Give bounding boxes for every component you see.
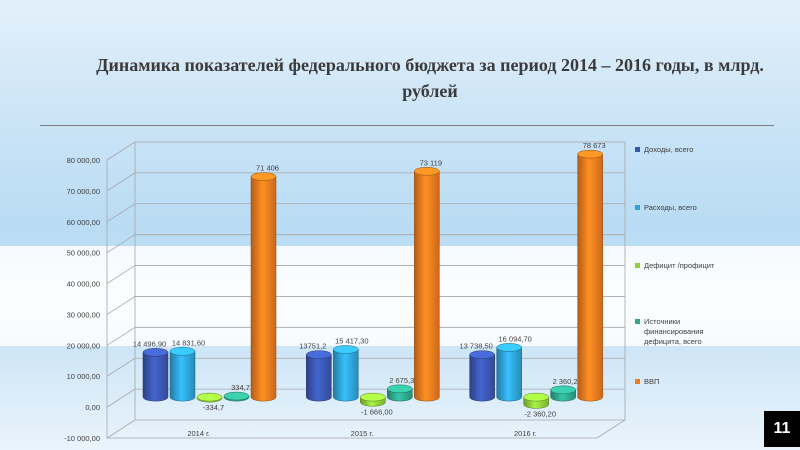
bar-cap	[250, 172, 277, 181]
floor-edge	[596, 419, 626, 439]
legend-label: Дефицит /профицит	[644, 261, 715, 270]
bar-cap	[306, 350, 332, 359]
y-tick-label: 0,00	[85, 403, 100, 412]
gridline-depth	[106, 265, 136, 284]
bar-body	[414, 171, 440, 402]
data-label: 2 360,20	[553, 377, 582, 386]
data-label: 73 119	[420, 158, 442, 167]
gridline-depth	[106, 172, 136, 192]
bar-cap	[196, 392, 223, 402]
gridline-depth	[106, 234, 136, 254]
data-label: 78 673	[583, 141, 606, 150]
gridlines	[106, 141, 626, 439]
data-label: 16 094,70	[498, 334, 531, 343]
legend-label-line: ВВП	[644, 377, 659, 386]
data-label: -334,7	[203, 403, 224, 412]
legend-label: Источники финансирования дефицита, всего	[644, 317, 704, 346]
legend-label-line: дефицита, всего	[644, 337, 702, 346]
gridline-depth	[106, 296, 136, 315]
legend-swatch	[635, 147, 640, 152]
y-tick-label: 50 000,00	[67, 249, 100, 258]
gridline-depth	[106, 357, 136, 377]
legend-swatch	[635, 205, 640, 210]
y-tick-label: -10 000,00	[64, 434, 100, 443]
bar-cap	[523, 392, 549, 402]
bar-cap	[414, 167, 440, 176]
y-tick-label: 70 000,00	[67, 187, 100, 196]
chart-frame: 80 000,00 70 000,00 60 000,00 50 000,00 40 0…	[40, 125, 774, 446]
data-label: 71 406	[256, 164, 279, 173]
data-label: 14 831,60	[172, 338, 205, 347]
y-tick-label: 10 000,00	[67, 372, 100, 381]
bar-cap	[142, 348, 169, 357]
y-tick-label: 40 000,00	[67, 280, 100, 289]
bar-cap	[496, 343, 522, 352]
gridline-depth	[106, 141, 136, 161]
legend-label: Расходы, всего	[644, 203, 697, 212]
bar-cap	[333, 345, 359, 354]
background-band	[0, 246, 800, 346]
bar-cap	[223, 391, 250, 401]
bar-body	[469, 354, 495, 402]
data-label: 15 417,30	[335, 336, 368, 345]
bar-body	[169, 351, 196, 402]
data-label: -1 666,00	[361, 407, 393, 416]
y-tick-label: 20 000,00	[67, 341, 100, 350]
legend-label-line: финансирования	[644, 327, 704, 336]
chart-title: Динамика показателей федерального бюджет…	[96, 55, 764, 101]
legend-swatch	[635, 263, 640, 268]
bar-cap	[469, 350, 495, 359]
legend-label-line: Дефицит /профицит	[644, 261, 715, 270]
y-tick-label: 30 000,00	[67, 310, 100, 319]
legend-label-line: Расходы, всего	[644, 203, 697, 212]
bar-body	[577, 153, 603, 402]
legend-swatch	[635, 319, 640, 324]
gridline-depth	[106, 388, 136, 408]
bar-body	[496, 347, 522, 402]
bar-cap	[360, 392, 386, 402]
bar-cap	[577, 149, 603, 159]
data-label: 14 496,90	[133, 339, 166, 348]
category-label: 2014 г.	[187, 429, 210, 438]
legend-label-line: Источники	[644, 317, 680, 326]
gridline-depth	[106, 419, 136, 439]
bar-body	[142, 352, 169, 402]
legend: Доходы, всего Расходы, всего Дефицит /проф…	[635, 145, 715, 386]
bar-cap	[387, 384, 413, 394]
legend-label: Доходы, всего	[644, 145, 693, 154]
bar-body	[306, 354, 332, 402]
gridline-depth	[106, 203, 136, 223]
data-label: 2 675,30	[389, 376, 418, 385]
bar-cap	[550, 385, 576, 395]
bar-body	[333, 349, 359, 402]
legend-swatch	[635, 379, 640, 384]
budget-chart: 80 000,00 70 000,00 60 000,00 50 000,00 40 0…	[64, 141, 715, 443]
category-label: 2016 г.	[514, 429, 537, 438]
data-label: -2 360,20	[524, 409, 556, 418]
data-label: 334,7	[231, 383, 250, 392]
bar-body	[250, 176, 277, 402]
legend-label-line: Доходы, всего	[644, 145, 693, 154]
slide-number: 11	[764, 411, 800, 447]
bar-cap	[169, 347, 196, 356]
gridline-depth	[106, 326, 136, 346]
category-label: 2015 г.	[351, 429, 374, 438]
y-tick-label: 80 000,00	[67, 156, 100, 165]
legend-label: ВВП	[644, 377, 659, 386]
data-label: 13751,2	[299, 342, 326, 351]
y-tick-label: 60 000,00	[67, 218, 100, 227]
data-label: 13 738,50	[459, 342, 492, 351]
